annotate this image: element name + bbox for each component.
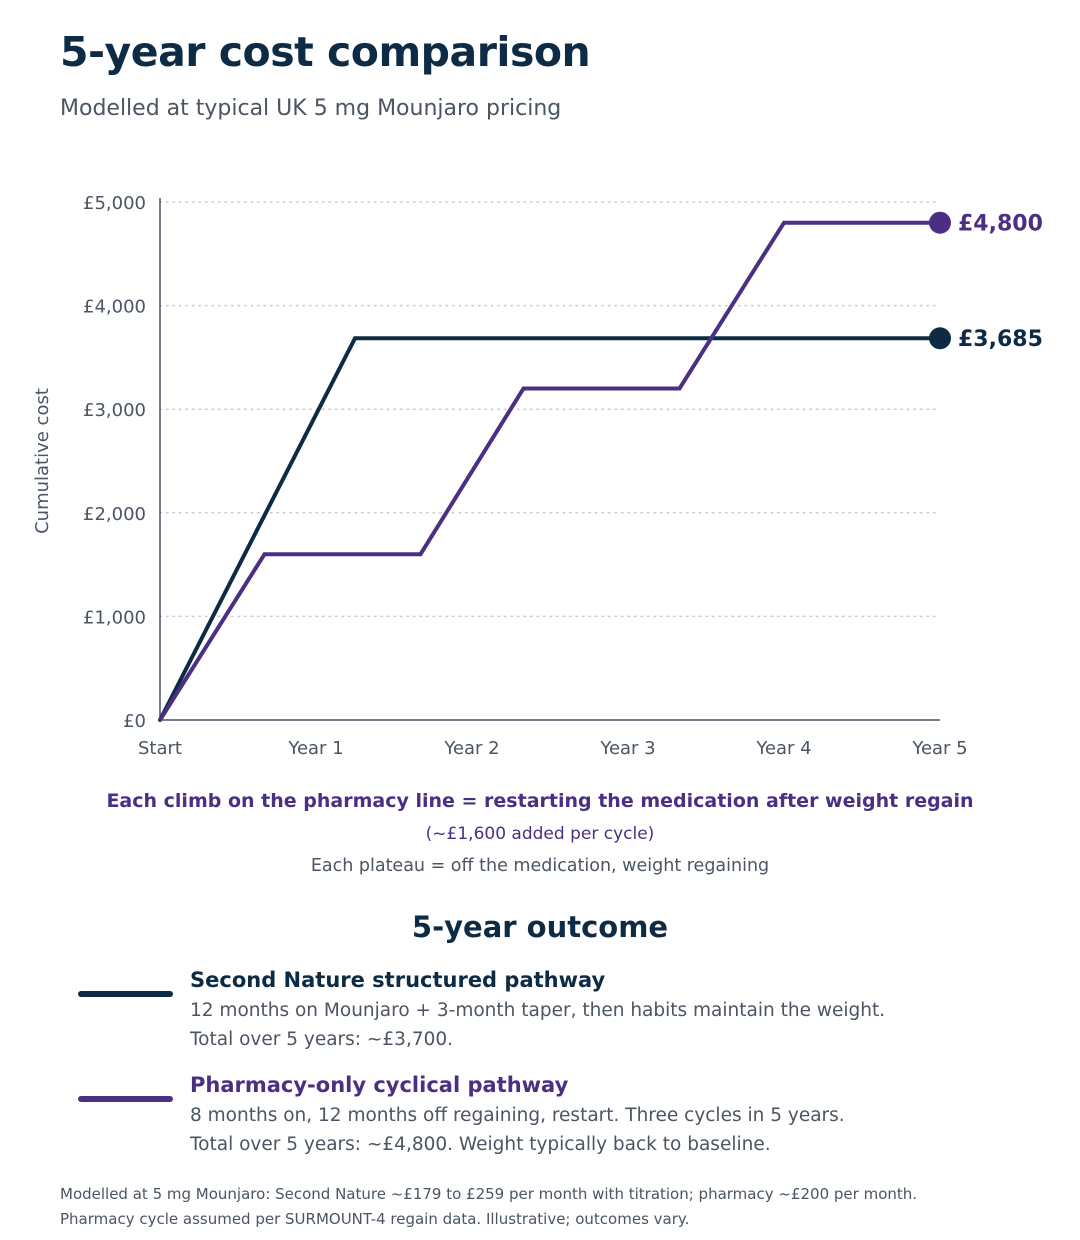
footnote-line: Modelled at 5 mg Mounjaro: Second Nature…	[60, 1185, 918, 1203]
legend-swatch-second-nature	[78, 991, 173, 997]
chart-title: 5-year cost comparison	[60, 28, 591, 76]
legend-text-second-nature: Second Nature structured pathway 12 mont…	[190, 968, 1050, 1054]
y-tick-label: £5,000	[83, 193, 146, 214]
x-tick-label: Year 1	[287, 738, 343, 759]
y-tick-label: £0	[123, 711, 146, 732]
y-tick-labels: £0 £1,000 £2,000 £3,000 £4,000 £5,000	[83, 193, 146, 732]
gridlines	[159, 201, 941, 618]
series-lines: £3,685 £4,800	[158, 211, 1043, 722]
series-line-second-nature	[158, 336, 942, 722]
legend-desc-line: Total over 5 years: ~£3,700.	[190, 1029, 454, 1050]
x-tick-label: Year 5	[911, 738, 967, 759]
legend-desc-line: 12 months on Mounjaro + 3-month taper, t…	[190, 1000, 886, 1021]
series-end-marker-pharmacy	[929, 211, 951, 234]
outcome-heading: 5-year outcome	[411, 910, 669, 944]
legend-desc-pharmacy: 8 months on, 12 months off regaining, re…	[190, 1101, 1050, 1159]
legend-desc-line: 8 months on, 12 months off regaining, re…	[190, 1105, 845, 1126]
legend-text-pharmacy: Pharmacy-only cyclical pathway 8 months …	[190, 1073, 1050, 1159]
series-end-label-second-nature: £3,685	[958, 327, 1043, 352]
y-tick-label: £1,000	[83, 607, 146, 628]
y-tick-label: £3,000	[83, 400, 146, 421]
x-tick-labels: Start Year 1 Year 2 Year 3 Year 4 Year 5	[138, 738, 968, 759]
series-end-label-pharmacy: £4,800	[958, 212, 1043, 237]
legend-name-second-nature: Second Nature structured pathway	[190, 968, 606, 992]
legend-swatch-pharmacy	[78, 1096, 173, 1102]
footnote-line: Pharmacy cycle assumed per SURMOUNT-4 re…	[60, 1210, 690, 1228]
chart-subtitle: Modelled at typical UK 5 mg Mounjaro pri…	[60, 96, 562, 121]
plateau-note: Each plateau = off the medication, weigh…	[310, 856, 770, 876]
pharmacy-climb-note: Each climb on the pharmacy line = restar…	[106, 790, 974, 812]
legend-name-pharmacy: Pharmacy-only cyclical pathway	[190, 1073, 569, 1097]
y-axis-label: Cumulative cost	[32, 388, 53, 534]
legend-desc-second-nature: 12 months on Mounjaro + 3-month taper, t…	[190, 996, 1050, 1054]
pharmacy-climb-subnote: (~£1,600 added per cycle)	[425, 824, 655, 844]
x-tick-label: Year 3	[599, 738, 655, 759]
y-tick-label: £2,000	[83, 504, 146, 525]
x-tick-label: Start	[138, 738, 182, 759]
series-end-marker-second-nature	[929, 327, 951, 350]
x-tick-label: Year 4	[755, 738, 811, 759]
x-tick-label: Year 2	[443, 738, 499, 759]
legend-desc-line: Total over 5 years: ~£4,800. Weight typi…	[190, 1134, 771, 1155]
series-line-pharmacy	[158, 220, 942, 722]
footnote: Modelled at 5 mg Mounjaro: Second Nature…	[60, 1182, 1060, 1232]
cost-line-chart: £0 £1,000 £2,000 £3,000 £4,000 £5,000 Start Ye…	[32, 193, 1043, 759]
axes	[159, 198, 940, 721]
y-tick-label: £4,000	[83, 297, 146, 318]
